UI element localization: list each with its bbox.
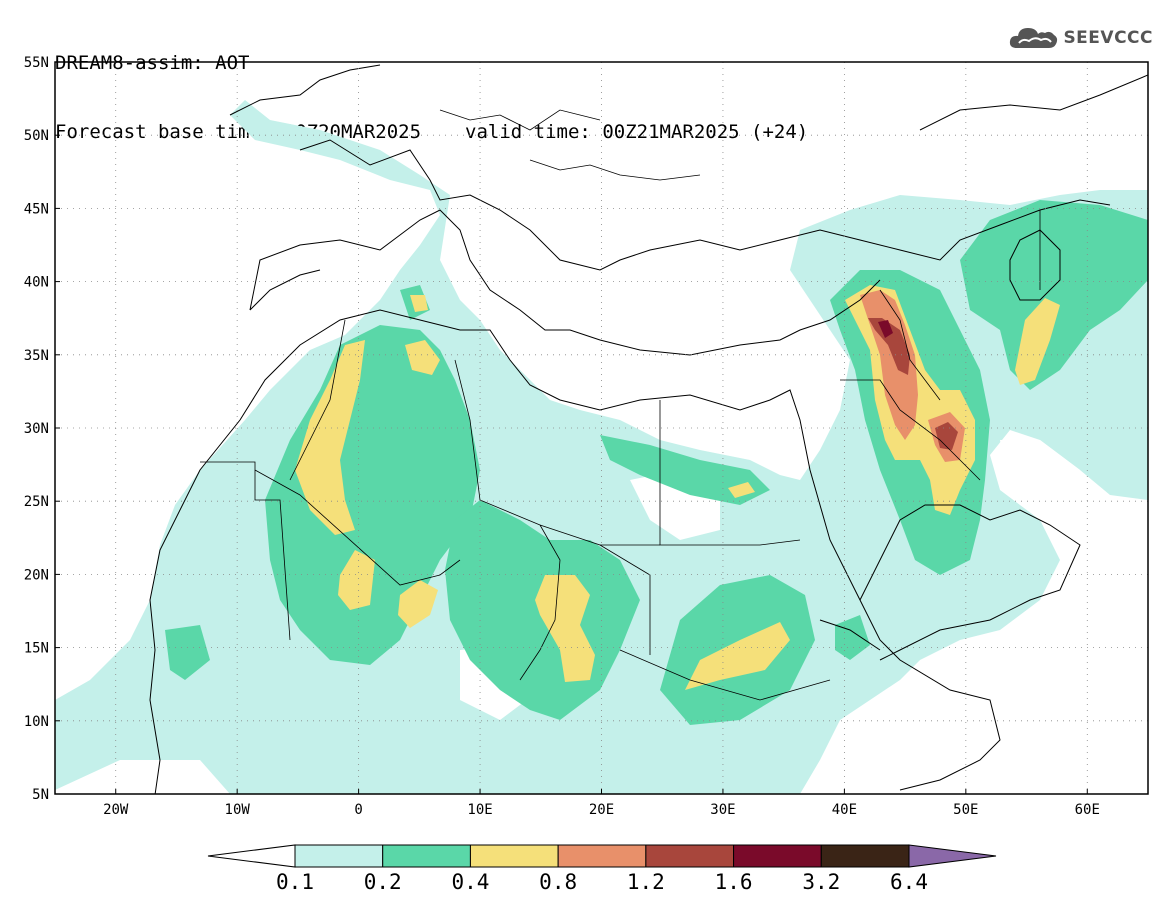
longitude-label: 30E <box>710 802 735 818</box>
latitude-label: 55N <box>24 55 49 71</box>
borders <box>200 109 1041 701</box>
aot-band-0-4-sudan <box>685 622 790 690</box>
colorbar-min-triangle <box>207 844 296 868</box>
aot-band-0-2-horn <box>835 615 870 660</box>
colorbar-segment <box>557 844 647 868</box>
latitude-label: 10N <box>24 714 49 730</box>
map-title: DREAM8-assim: AOT <box>55 52 250 74</box>
title-block: DREAM8-assim: AOT Forecast base time: 00… <box>55 6 852 167</box>
colorbar-label: 1.6 <box>715 870 753 894</box>
colorbar-label: 0.4 <box>451 870 489 894</box>
longitude-label: 10W <box>225 802 251 818</box>
latitude-label: 45N <box>24 201 49 217</box>
latitude-label: 30N <box>24 421 49 437</box>
aot-band-0-4-chad <box>535 575 595 682</box>
aot-band-0-2-westafrica <box>165 625 210 680</box>
gridlines <box>55 62 1148 794</box>
latitude-label: 25N <box>24 494 49 510</box>
latitude-label: 35N <box>24 348 49 364</box>
colorbar-label: 3.2 <box>802 870 840 894</box>
base-time: Forecast base time: 00Z20MAR2025 <box>55 121 422 143</box>
colorbar-label: 6.4 <box>890 870 928 894</box>
latitude-label: 20N <box>24 567 49 583</box>
longitude-label: 0 <box>354 802 362 818</box>
logo-text: SEEVCCC <box>1063 28 1153 48</box>
latitude-label: 50N <box>24 128 49 144</box>
longitude-labels: 20W 10W 0 10E 20E 30E 40E 50E 60E <box>103 789 1100 818</box>
latitude-labels: 55N 50N 45N 40N 35N 30N 25N 20N 15N 10N 5N <box>24 55 60 803</box>
colorbar: 0.1 0.2 0.4 0.8 1.2 1.6 3.2 6.4 <box>207 844 997 894</box>
longitude-label: 50E <box>953 802 978 818</box>
colorbar-segment <box>469 844 559 868</box>
colorbar-label: 1.2 <box>627 870 665 894</box>
longitude-label: 20E <box>589 802 614 818</box>
colorbar-segment <box>645 844 735 868</box>
latitude-label: 40N <box>24 275 49 291</box>
colorbar-label: 0.2 <box>364 870 402 894</box>
colorbar-label: 0.1 <box>276 870 314 894</box>
latitude-label: 5N <box>32 787 49 803</box>
valid-time: valid time: 00Z21MAR2025 (+24) <box>465 121 809 143</box>
colorbar-segment <box>294 844 384 868</box>
aot-band-0-2-egypt <box>600 435 770 505</box>
longitude-label: 20W <box>103 802 129 818</box>
colorbar-segment <box>733 844 822 868</box>
colorbar-max-triangle <box>908 844 997 868</box>
longitude-label: 60E <box>1075 802 1100 818</box>
coastlines <box>149 64 1148 794</box>
aot-band-0-4-west <box>295 340 365 535</box>
subtitle: Forecast base time: 00Z20MAR2025 valid ti… <box>55 121 852 144</box>
latitude-label: 15N <box>24 641 49 657</box>
colorbar-segment <box>820 844 910 868</box>
cloud-icon <box>1010 28 1058 48</box>
aot-band-1-6 <box>878 320 893 338</box>
colorbar-label: 0.8 <box>539 870 577 894</box>
colorbar-segment <box>382 844 471 868</box>
seevccc-logo: SEEVCCC <box>1007 24 1153 52</box>
longitude-label: 10E <box>467 802 492 818</box>
aot-band-0-2-caspian <box>960 200 1148 390</box>
aot-band-1-2 <box>868 318 910 375</box>
longitude-label: 40E <box>832 802 857 818</box>
